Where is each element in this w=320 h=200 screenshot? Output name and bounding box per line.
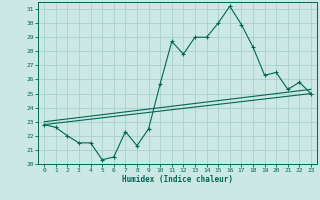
- X-axis label: Humidex (Indice chaleur): Humidex (Indice chaleur): [122, 175, 233, 184]
